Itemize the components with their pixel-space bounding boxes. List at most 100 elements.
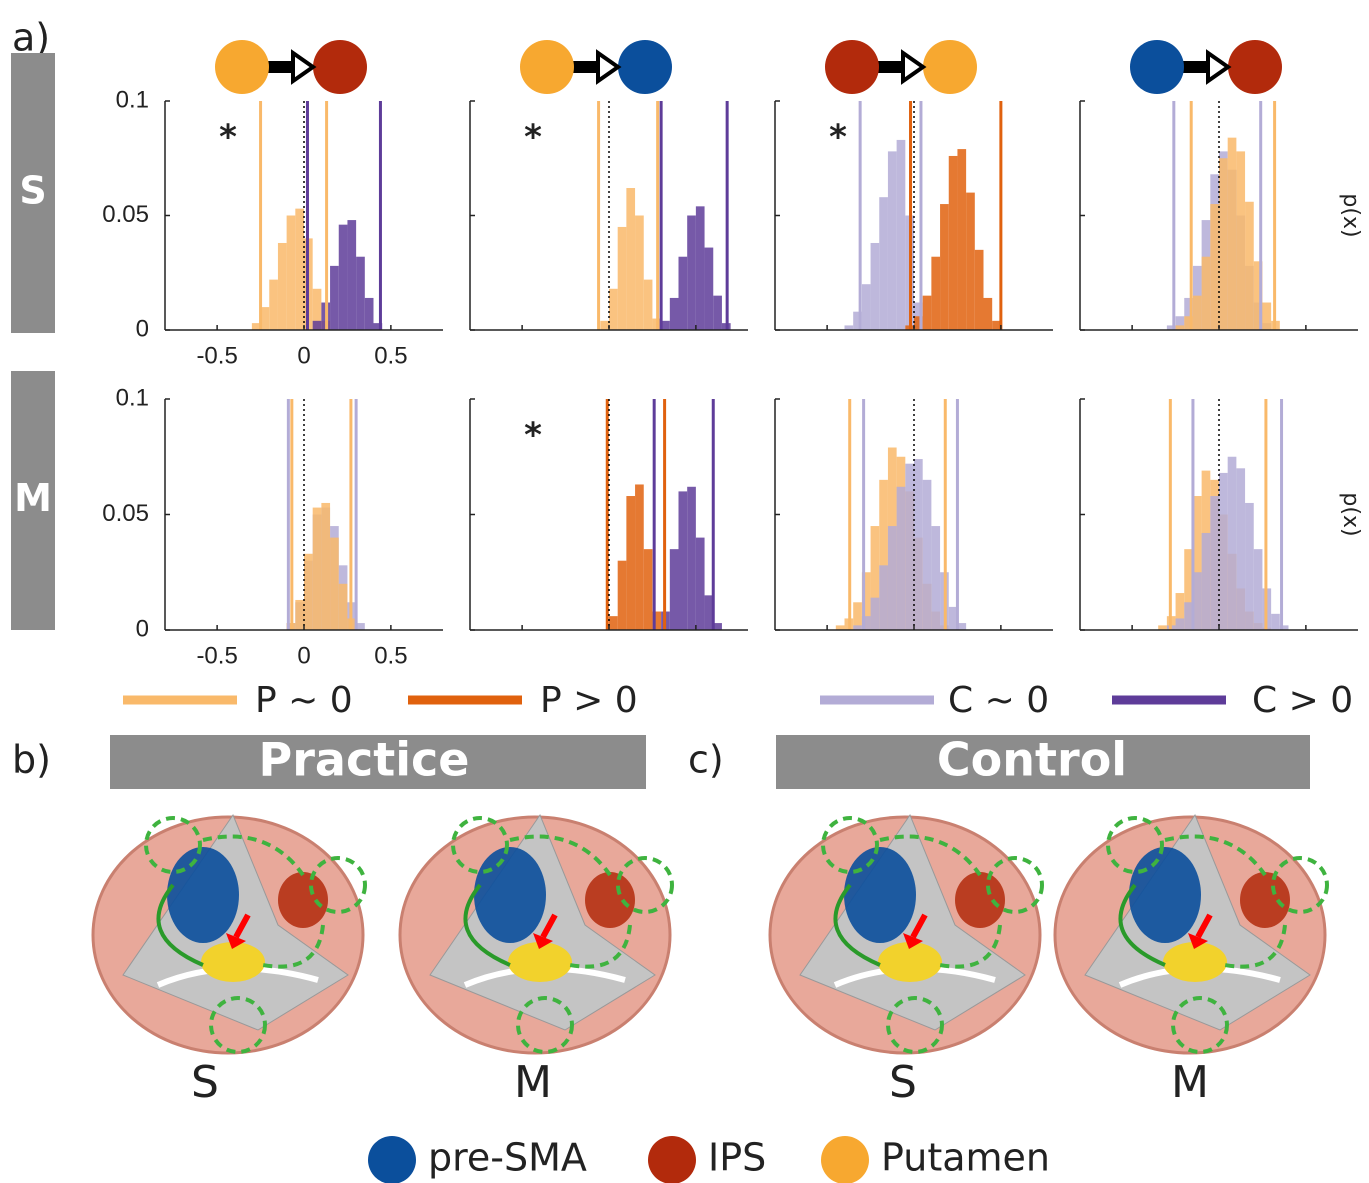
histogram-bar [1271,613,1280,630]
x-tick-label: -0.5 [196,342,237,369]
significance-marker: * [829,118,847,158]
histogram-bar [626,496,636,630]
histogram-bar [887,526,897,630]
histogram-bar [914,316,923,330]
histogram-bar [1219,158,1228,330]
histogram-bar [330,265,339,330]
y-tick-label: 0 [136,615,149,642]
histogram-bar [704,247,714,330]
histogram-bar [1175,593,1185,630]
histogram-bar [1192,572,1202,630]
histogram-bar [687,215,696,330]
brain-image [398,813,674,1055]
self-connection [451,816,509,874]
histogram-bar [1262,302,1272,330]
histogram-bar [835,625,845,630]
histogram-bar [853,625,862,630]
y-axis-label: p(x) [1338,193,1363,237]
connection-arrowhead [533,933,553,949]
practice-title: Practice [259,733,470,787]
y-tick-label: 0.1 [116,86,149,113]
y-tick-label: 0 [136,315,149,342]
connection [1118,883,1166,967]
histogram-bar [617,560,627,630]
histogram-bar [687,486,696,630]
histogram-bar [1184,297,1193,330]
y-tick-label: 0.05 [102,500,149,527]
histogram-bar [1236,151,1246,330]
histogram-bar [338,224,348,330]
significance-marker: * [219,118,237,158]
row-label-box [11,371,55,630]
histogram-bar [922,295,932,330]
connection-arrow [233,913,251,939]
self-connection [616,856,674,914]
arrow-head [291,49,317,85]
x-tick-label: 0.5 [374,342,407,369]
arrow-shaft [1180,61,1210,73]
connection [463,883,511,967]
histogram-bar [1175,316,1185,330]
histogram-bar [609,288,618,330]
self-connection [821,816,879,874]
significance-marker: * [524,118,542,158]
legend-label: P > 0 [540,680,638,721]
histogram-bar [948,155,958,330]
histogram-bar [879,479,888,630]
ips-region [955,872,1005,928]
histogram-bar [652,611,662,630]
histogram-bar [1158,625,1167,630]
histogram-bar [861,616,871,630]
histogram-bar [1227,137,1237,330]
brain-image [768,813,1044,1055]
histogram-bar [914,459,923,630]
putamen-region [201,942,265,982]
node-legend-label: pre-SMA [428,1136,587,1180]
histogram-bar [1184,549,1193,630]
histogram-bar [1210,204,1219,330]
histogram-bar [1192,295,1202,330]
histogram-bar [966,192,975,330]
histogram-bar [251,323,261,330]
histogram-bar [870,242,880,330]
histogram-bar [861,284,871,330]
legend-label: C ~ 0 [948,680,1049,721]
histogram-bar [356,256,365,330]
panel-label: b) [12,738,51,782]
y-axis-label: p(x) [1338,492,1363,536]
histogram-bar [626,188,636,330]
histogram-bar [905,463,914,630]
histogram-bar [887,151,897,330]
histogram-bar [1227,456,1237,630]
header-bar [776,735,1310,789]
node-legend-swatch [821,1136,869,1183]
x-tick-label: 0.5 [374,642,407,669]
histogram-bar [678,491,688,630]
panel-label: c) [688,738,724,782]
histogram-bar [286,215,296,330]
ips-region [278,872,328,928]
histogram-bar [1201,532,1211,630]
histogram-bar [269,279,278,330]
panel-label: a) [12,16,50,60]
histogram-bar [713,623,722,630]
histogram-bar [870,526,880,630]
histogram-bar [896,139,906,330]
histogram-bar [1236,468,1246,630]
histogram-bar [879,197,888,330]
node-icon [825,40,879,94]
connection-arrowhead [1188,933,1208,949]
self-connection [516,996,574,1054]
histogram-bar [312,507,322,630]
brain-label: S [191,1057,219,1108]
y-tick-label: 0.05 [102,201,149,228]
histogram-bar [1245,201,1254,330]
histogram-bar [879,565,888,630]
histogram-bar [312,288,322,330]
connection [156,883,204,967]
histogram-bar [713,295,722,330]
histogram-bar [931,526,941,630]
histogram-bar [1219,472,1228,630]
histogram-bar [277,242,287,330]
